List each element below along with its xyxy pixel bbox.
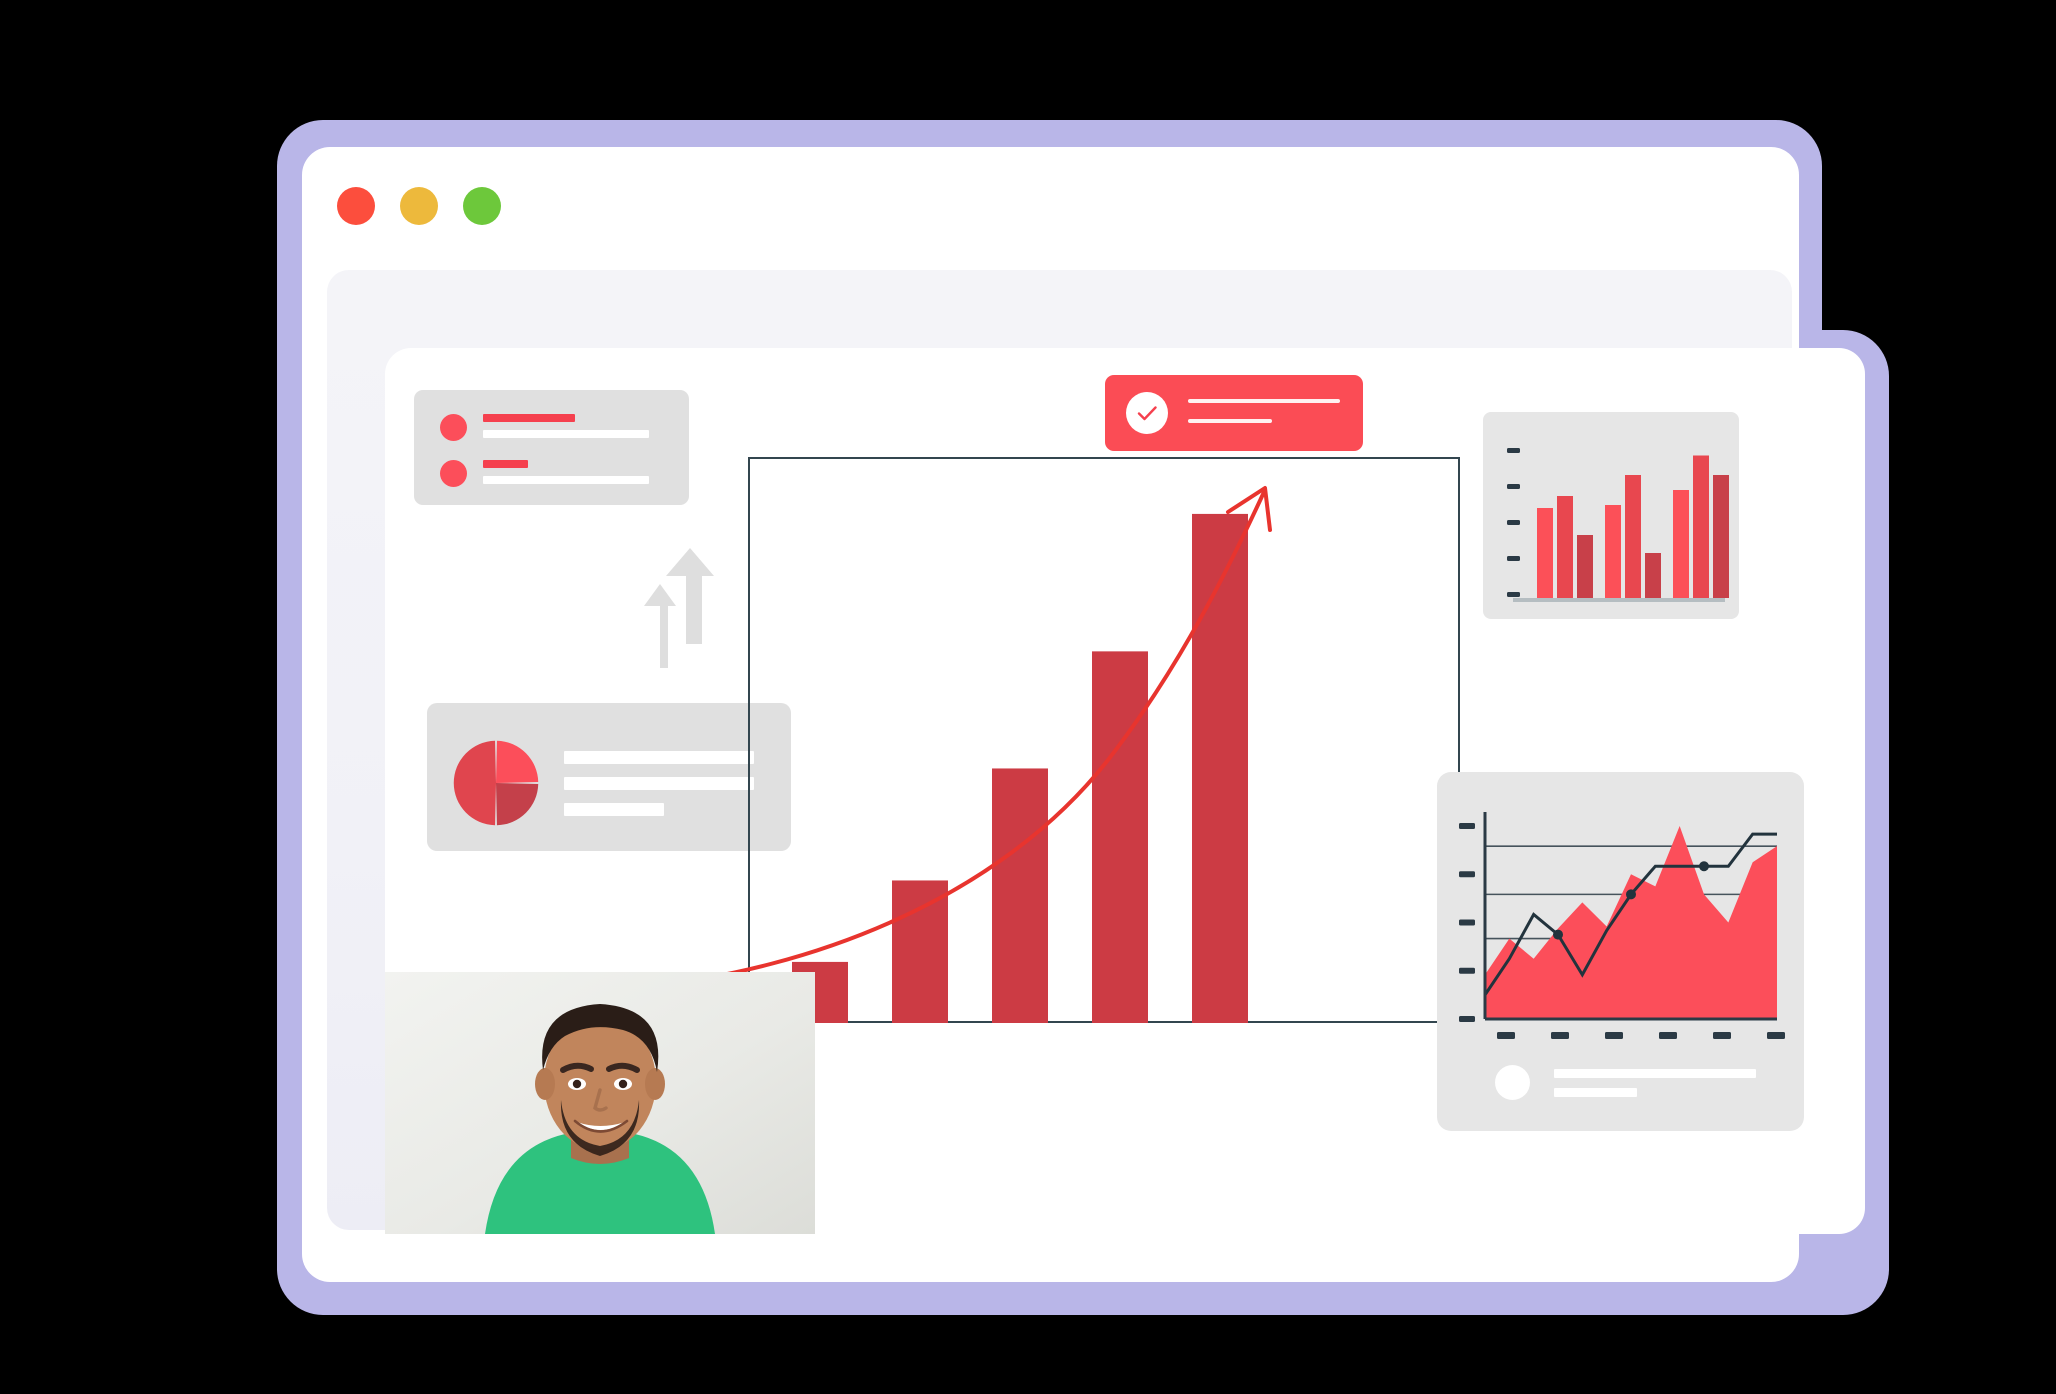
growth-arrows-icon [638,548,718,668]
success-notification-banner[interactable] [1105,375,1363,451]
area-chart-widget[interactable] [1437,772,1804,1131]
pie-slice [453,740,496,826]
main-chart [646,486,1272,1023]
text-line [564,777,754,790]
list-item-subtitle-bar [483,430,649,438]
y-axis-tick [1459,823,1475,829]
y-axis-ticks [1507,448,1520,597]
text-line [1554,1088,1637,1097]
y-axis-tick [1507,484,1520,489]
text-line [1188,419,1272,423]
pie-chart-card[interactable] [427,703,791,851]
minimize-button-icon[interactable] [400,187,438,225]
y-axis-tick [1507,592,1520,597]
text-line [1188,399,1340,403]
data-point-marker [1553,929,1563,940]
main-chart-bars [792,513,1248,1023]
title-bar [302,147,1799,259]
bullet-icon [440,414,467,441]
x-axis-tick [1551,1032,1569,1039]
chart-bar [1537,508,1553,598]
list-card[interactable] [414,390,689,505]
data-point-marker [1699,861,1709,872]
maximize-button-icon[interactable] [463,187,501,225]
chart-bar [1645,553,1661,598]
bullet-icon [440,460,467,487]
y-axis-tick [1459,871,1475,878]
y-axis-tick [1459,919,1475,926]
portrait-photo [385,972,815,1234]
avatar [1495,1065,1530,1100]
line-markers [1553,861,1709,940]
list-item-title-bar [483,460,528,468]
chart-bar [1605,505,1621,598]
y-axis-tick [1459,967,1475,974]
chart-bar [1713,475,1729,598]
chart-bar [1092,651,1148,1023]
area-chart [1459,812,1785,1039]
growth-arrow-icon [646,486,1272,988]
chart-bar [1625,475,1641,598]
text-line [564,803,664,816]
list-item-text [483,414,649,438]
chart-bar [1557,496,1573,598]
x-axis-tick [1497,1032,1515,1039]
bar-chart-widget[interactable] [1483,412,1739,619]
notification-text [1188,399,1340,439]
list-item-text [483,460,649,484]
pie-slice [496,783,539,826]
x-axis-tick [1659,1032,1677,1039]
x-axis-tick [1713,1032,1731,1039]
y-axis-tick [1507,556,1520,561]
list-item-subtitle-bar [483,476,649,484]
pie-slice [496,740,539,783]
chart-bar [1693,455,1709,598]
text-line [1554,1069,1756,1078]
area-series [1485,826,1777,1019]
x-axis-tick [1767,1032,1785,1039]
pie-card-text [564,751,754,829]
chart-axes [1483,812,1777,1021]
x-axis-tick [1605,1032,1623,1039]
check-circle-icon [1126,392,1168,434]
x-axis-ticks [1497,1032,1785,1039]
bar-chart [1507,448,1729,602]
chart-bar [1673,490,1689,598]
chart-bar [992,768,1048,1023]
list-item-title-bar [483,414,575,422]
y-axis-tick [1459,1016,1475,1022]
text-line [564,751,754,764]
chart-bar [1192,513,1248,1023]
chart-baseline [1513,598,1725,602]
bar-series [1537,455,1729,598]
close-button-icon[interactable] [337,187,375,225]
chart-bar [892,880,948,1023]
area-card-footer-text [1554,1069,1756,1107]
y-axis-ticks [1459,823,1475,1022]
data-point-marker [1626,889,1636,900]
y-axis-tick [1507,520,1520,525]
pie-chart [452,739,540,832]
chart-bar [1577,535,1593,598]
y-axis-tick [1507,448,1520,453]
